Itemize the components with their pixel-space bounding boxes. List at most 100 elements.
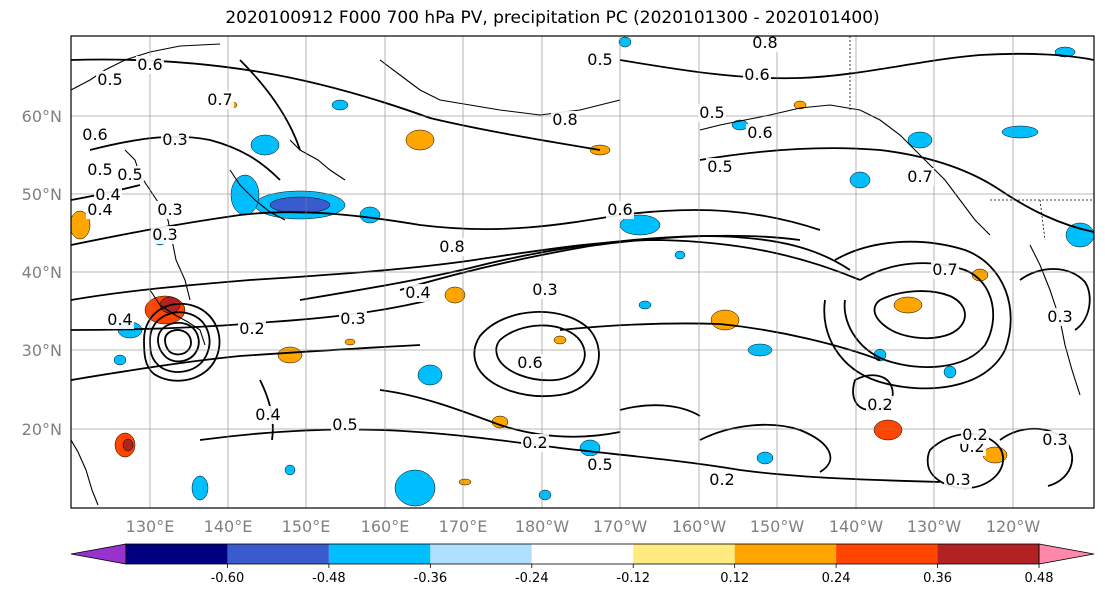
colorbar-segment bbox=[126, 544, 228, 564]
lat-label: 20°N bbox=[22, 420, 62, 439]
lon-label: 140°W bbox=[829, 517, 884, 536]
contour-label-bg bbox=[866, 396, 894, 414]
contour-label: 0.6 bbox=[744, 65, 769, 84]
lon-label: 130°E bbox=[126, 517, 175, 536]
precip-patch bbox=[873, 419, 903, 441]
precip-patch bbox=[618, 36, 632, 48]
colorbar-tick-label: -0.48 bbox=[312, 571, 346, 586]
contour-label-bg bbox=[238, 320, 266, 338]
contour-label-bg bbox=[86, 201, 114, 219]
contour-label-bg bbox=[706, 158, 734, 176]
lon-label: 160°W bbox=[672, 517, 727, 536]
contour-label: 0.2 bbox=[239, 319, 264, 338]
contour-label: 0.8 bbox=[552, 110, 577, 129]
contour-label: 0.6 bbox=[137, 55, 162, 74]
colorbar-tick-label: -0.12 bbox=[616, 571, 650, 586]
contour-label: 0.6 bbox=[517, 353, 542, 372]
contour-label-bg bbox=[531, 281, 559, 299]
precip-patch bbox=[284, 464, 296, 476]
precip-patch bbox=[269, 196, 331, 214]
precip-patch bbox=[674, 250, 686, 260]
contour-label: 0.4 bbox=[87, 200, 112, 219]
lat-label: 30°N bbox=[22, 341, 62, 360]
precip-patch bbox=[444, 286, 466, 304]
precip-patch bbox=[191, 475, 209, 501]
colorbar-tick-label: 0.36 bbox=[923, 571, 952, 586]
colorbar-segment bbox=[531, 544, 634, 564]
precip-patch bbox=[230, 174, 260, 216]
contour-labels: 0.60.50.70.40.30.60.50.40.30.80.60.50.80… bbox=[81, 33, 1074, 489]
colorbar-tick-label: -0.36 bbox=[414, 571, 448, 586]
lon-label: 140°E bbox=[204, 517, 253, 536]
precip-patch bbox=[579, 439, 601, 457]
contour-label-bg bbox=[438, 238, 466, 256]
precip-patch bbox=[250, 134, 280, 156]
lon-label: 170°W bbox=[593, 517, 648, 536]
precip-patch bbox=[756, 451, 774, 465]
colorbar-segment bbox=[227, 544, 329, 564]
contour-label: 0.5 bbox=[587, 455, 612, 474]
contour-label: 0.3 bbox=[162, 130, 187, 149]
precip-patch bbox=[277, 346, 303, 364]
lon-label: 170°E bbox=[439, 517, 488, 536]
contour-label-bg bbox=[331, 416, 359, 434]
latitude-labels: 60°N 50°N 40°N 30°N 20°N bbox=[22, 107, 62, 439]
contour-label-bg bbox=[206, 91, 234, 109]
contour-label: 0.3 bbox=[340, 309, 365, 328]
contour-label-bg bbox=[161, 131, 189, 149]
contour-label: 0.2 bbox=[867, 395, 892, 414]
colorbar-segment bbox=[430, 544, 532, 564]
precip-patch bbox=[538, 489, 552, 501]
contour-label-bg bbox=[931, 261, 959, 279]
precip-patch bbox=[1001, 125, 1039, 139]
contour-label: 0.4 bbox=[107, 310, 132, 329]
colorbar-segment bbox=[734, 544, 837, 564]
colorbar-segment bbox=[836, 544, 938, 564]
colorbar-tick-label: 0.12 bbox=[720, 571, 749, 586]
lon-label: 180°W bbox=[515, 517, 570, 536]
precip-patch bbox=[849, 171, 871, 189]
lon-label: 120°W bbox=[986, 517, 1041, 536]
contour-label: 0.5 bbox=[332, 415, 357, 434]
contour-label: 0.5 bbox=[97, 70, 122, 89]
lon-label: 160°E bbox=[361, 517, 410, 536]
precip-patch bbox=[122, 438, 134, 452]
colorbar-segment bbox=[937, 544, 1039, 564]
contour-label-bg bbox=[708, 471, 736, 489]
precip-patch bbox=[344, 338, 356, 346]
contour-label-bg bbox=[743, 66, 771, 84]
contour-label: 0.5 bbox=[699, 103, 724, 122]
precip-patch bbox=[907, 131, 933, 149]
colorbar-tick-label: -0.24 bbox=[515, 571, 549, 586]
contour-label: 0.7 bbox=[207, 90, 232, 109]
contour-label-bg bbox=[944, 471, 972, 489]
colorbar-frame bbox=[125, 543, 1040, 565]
precip-patch bbox=[1065, 222, 1094, 248]
colorbar-tick-label: 0.48 bbox=[1025, 571, 1054, 586]
contour-label: 0.5 bbox=[587, 50, 612, 69]
contour-label: 0.6 bbox=[82, 125, 107, 144]
contour-label-bg bbox=[516, 354, 544, 372]
contour-label: 0.3 bbox=[1042, 430, 1067, 449]
contour-label-bg bbox=[339, 310, 367, 328]
precip-patch bbox=[943, 365, 957, 379]
lat-label: 50°N bbox=[22, 185, 62, 204]
precip-patch bbox=[359, 206, 381, 224]
precip-patch bbox=[113, 354, 127, 366]
contour-label-bg bbox=[586, 456, 614, 474]
contour-label-bg bbox=[551, 111, 579, 129]
precip-patch bbox=[394, 469, 436, 507]
precip-patch bbox=[793, 100, 807, 110]
contour-label-bg bbox=[1046, 308, 1074, 326]
precip-patch bbox=[458, 478, 472, 486]
contour-label-bg bbox=[86, 161, 114, 179]
contour-label: 0.4 bbox=[95, 185, 120, 204]
precip-patch bbox=[71, 210, 91, 240]
colorbar bbox=[70, 543, 1095, 565]
lon-label: 130°W bbox=[907, 517, 962, 536]
lat-label: 40°N bbox=[22, 263, 62, 282]
contour-label-bg bbox=[151, 226, 179, 244]
map-title: 2020100912 F000 700 hPa PV, precipitatio… bbox=[225, 8, 880, 28]
precip-patch bbox=[710, 309, 740, 331]
